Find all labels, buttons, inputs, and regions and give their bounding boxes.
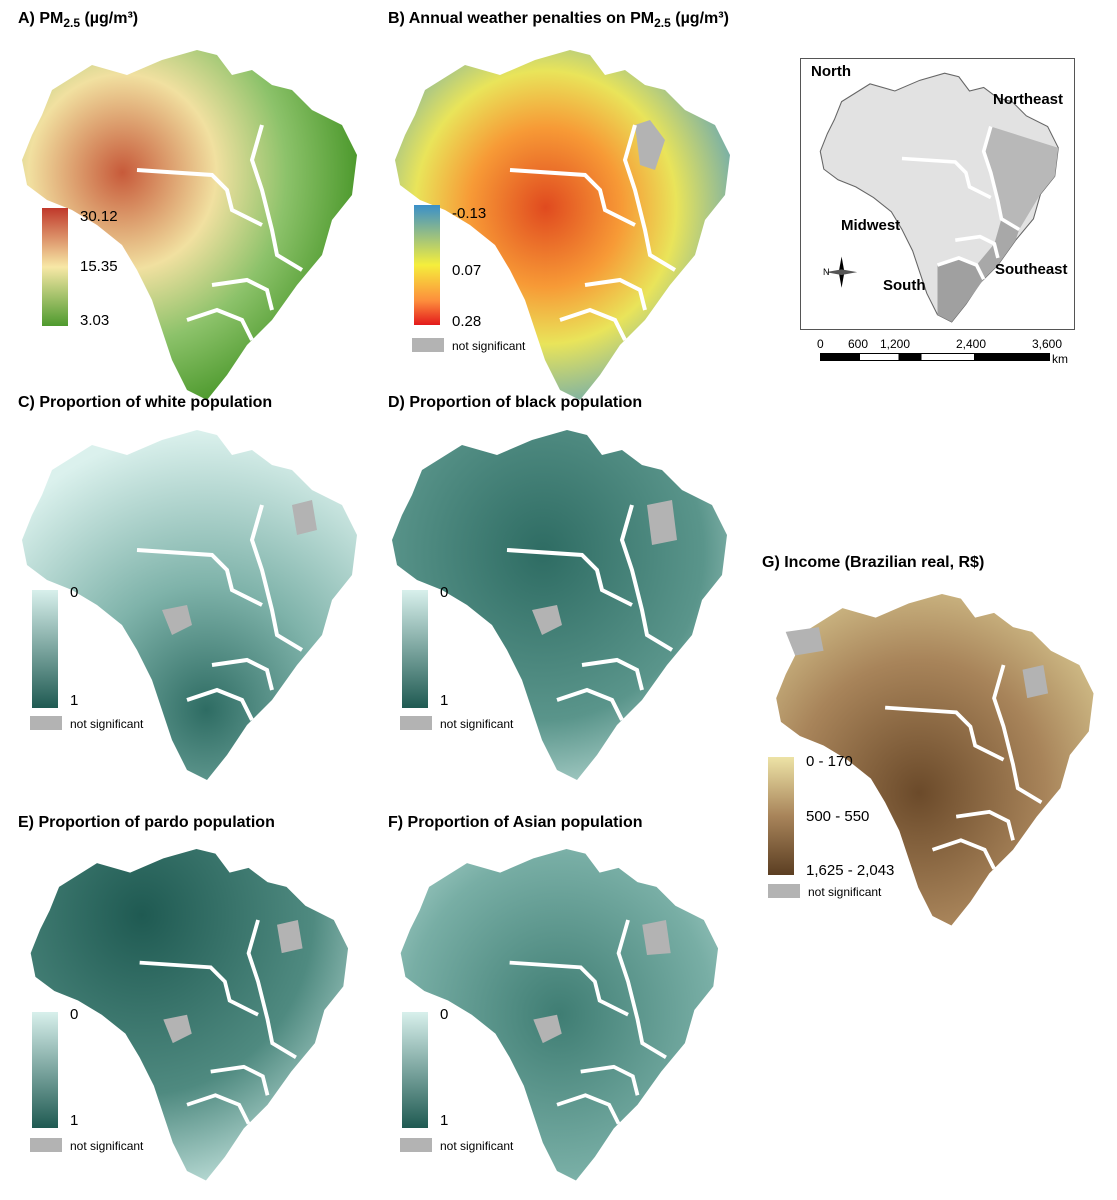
panel-g-ns-swatch [768, 884, 800, 898]
region-label-northeast: Northeast [993, 91, 1064, 108]
panel-c-title: C) Proportion of white population [18, 394, 273, 411]
panel-e-ns-label: not significant [70, 1139, 144, 1153]
scale-label-3: 2,400 [956, 337, 987, 351]
scale-label-4: 3,600 [1032, 337, 1063, 351]
panel-e-legend-bar [32, 1012, 58, 1128]
panel-a-title-main: A) PM [18, 10, 64, 27]
panel-d-legend-bar [402, 590, 428, 708]
panel-g-legend-mid: 500 - 550 [806, 808, 870, 825]
panel-g-title: G) Income (Brazilian real, R$) [762, 554, 985, 571]
scale-bar [820, 353, 1050, 361]
panel-e-legend-max: 1 [70, 1112, 79, 1129]
scale-label-2: 1,200 [880, 337, 911, 351]
panel-a-legend-min: 3.03 [80, 312, 110, 329]
panel-a-legend-max: 30.12 [80, 208, 118, 225]
panel-e-legend-min: 0 [70, 1006, 79, 1023]
regions-map [819, 72, 1059, 323]
panel-g-legend-bar [768, 757, 794, 875]
panel-b-title: B) Annual weather penalties on PM2.5 (µg… [388, 10, 729, 30]
panel-e-ns-swatch [30, 1138, 62, 1152]
panel-b-legend-bar [414, 205, 440, 325]
panel-f-ns-label: not significant [440, 1139, 514, 1153]
panel-d-legend-min: 0 [440, 584, 449, 601]
panel-e-map [30, 848, 349, 1181]
panel-e-title: E) Proportion of pardo population [18, 814, 275, 831]
compass-icon [825, 256, 858, 288]
panel-a-title-sub: 2.5 [63, 16, 81, 31]
region-label-north: North [811, 63, 851, 80]
panel-b-map [395, 50, 730, 400]
panel-c-map [22, 430, 357, 780]
panel-f-title: F) Proportion of Asian population [388, 814, 643, 831]
panel-b-legend-max: 0.28 [452, 313, 482, 330]
panel-f-map [400, 848, 719, 1181]
panel-c-legend-bar [32, 590, 58, 708]
scale-label-0: 0 [817, 337, 824, 351]
scale-unit-label: km [1052, 352, 1068, 366]
panel-f-legend-max: 1 [440, 1112, 449, 1129]
panel-b-legend-mid: 0.07 [452, 262, 482, 279]
panel-b-title-main: B) Annual weather penalties on PM [388, 10, 655, 27]
panel-g-legend-min: 0 - 170 [806, 753, 853, 770]
panel-a-title-unit: (µg/m³) [80, 10, 139, 27]
panel-c-ns-label: not significant [70, 717, 144, 731]
panel-b-title-unit: (µg/m³) [670, 10, 729, 27]
panel-c-legend-max: 1 [70, 692, 79, 709]
regions-inset: North Northeast Midwest Southeast South … [800, 58, 1075, 330]
panel-f-ns-swatch [400, 1138, 432, 1152]
panel-c-legend-min: 0 [70, 584, 79, 601]
panel-a-title: A) PM2.5 (µg/m³) [18, 10, 138, 30]
panel-b-ns-swatch [412, 338, 444, 352]
panel-f-legend-min: 0 [440, 1006, 449, 1023]
panel-a-legend-mid: 15.35 [80, 258, 118, 275]
panel-d-ns-swatch [400, 716, 432, 730]
panel-g-ns-label: not significant [808, 885, 882, 899]
panel-d-title: D) Proportion of black population [388, 394, 643, 411]
region-label-southeast: Southeast [995, 261, 1068, 278]
panel-d-map [392, 430, 727, 780]
panel-b-title-sub: 2.5 [654, 16, 671, 31]
panel-b-legend-min: -0.13 [452, 205, 487, 222]
panel-g-map [776, 593, 1094, 926]
panel-b-ns-label: not significant [452, 339, 526, 353]
panel-g-legend-max: 1,625 - 2,043 [806, 862, 895, 879]
region-label-midwest: Midwest [841, 217, 901, 234]
panel-a-legend-bar [42, 208, 68, 326]
panel-d-legend-max: 1 [440, 692, 449, 709]
panel-f-legend-bar [402, 1012, 428, 1128]
region-label-south: South [883, 277, 926, 294]
panel-d-ns-label: not significant [440, 717, 514, 731]
panel-c-ns-swatch [30, 716, 62, 730]
compass-label: N [823, 267, 830, 277]
scale-label-1: 600 [848, 337, 869, 351]
